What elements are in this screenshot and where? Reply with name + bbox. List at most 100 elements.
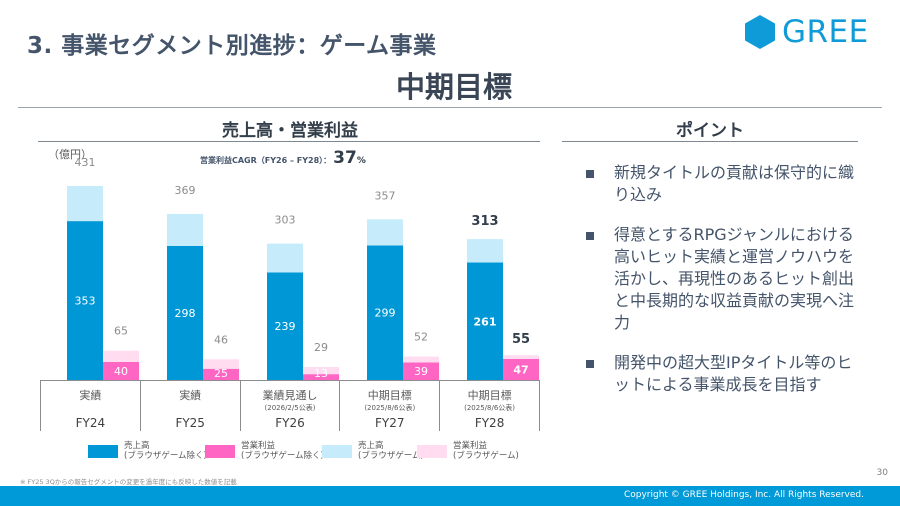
bar-profit-browser bbox=[403, 356, 439, 363]
chart-heading-rule bbox=[38, 141, 540, 142]
data-label-profit-total: 29 bbox=[314, 341, 328, 354]
slide-subtitle: 中期目標 bbox=[395, 70, 512, 104]
footer-bar: Copyright © GREE Holdings, Inc. All Righ… bbox=[0, 486, 900, 506]
bar-revenue-browser bbox=[67, 186, 103, 222]
bar-profit-core bbox=[503, 358, 539, 380]
data-label-revenue-total: 431 bbox=[75, 156, 96, 169]
data-label-revenue-core: 261 bbox=[474, 315, 497, 328]
data-label-profit-core: 47 bbox=[513, 363, 528, 376]
bar-profit-browser bbox=[503, 355, 539, 359]
x-category: 実績 FY24 bbox=[40, 381, 140, 431]
square-bullet-icon bbox=[586, 360, 594, 368]
gree-logo: GREE bbox=[744, 14, 869, 50]
cagr-value: 37 bbox=[333, 148, 357, 168]
data-label-profit-total: 46 bbox=[214, 333, 228, 346]
data-label-revenue-total: 369 bbox=[175, 184, 196, 197]
bar-profit-browser bbox=[203, 359, 239, 369]
logo-text: GREE bbox=[782, 13, 869, 50]
cagr-label: 営業利益CAGR（FY26 – FY28）： bbox=[200, 156, 332, 165]
data-label-profit-core: 39 bbox=[414, 365, 428, 378]
data-label-profit-core: 13 bbox=[314, 367, 328, 380]
period-label: 実績 bbox=[179, 389, 202, 402]
bar-profit-browser bbox=[303, 366, 339, 375]
legend-label: 営業利益 bbox=[241, 441, 276, 451]
legend-swatch bbox=[322, 444, 352, 458]
data-label-revenue-total: 303 bbox=[275, 214, 296, 227]
square-bullet-icon bbox=[586, 170, 594, 178]
page-number: 30 bbox=[876, 468, 888, 478]
bar-revenue-browser bbox=[467, 239, 503, 263]
unit-label: （億円） bbox=[48, 148, 92, 161]
bar-profit-core bbox=[203, 368, 239, 380]
data-label-revenue-core: 298 bbox=[175, 307, 196, 320]
period-label: 中期目標 bbox=[467, 389, 512, 402]
bar-revenue-core bbox=[367, 245, 403, 380]
bar-revenue-core bbox=[67, 221, 103, 380]
slide-title: 3. 事業セグメント別進捗：ゲーム事業 bbox=[27, 33, 437, 59]
fiscal-year: FY27 bbox=[375, 416, 405, 430]
legend-swatch bbox=[205, 444, 235, 458]
x-category: 中期目標 (2025/8/6公表) FY27 bbox=[339, 381, 439, 431]
data-label-profit-total: 55 bbox=[512, 332, 530, 347]
footnote: ※ FY25 3Qからの報告セグメントの変更を過年度にも反映した数値を記載 bbox=[20, 478, 237, 486]
legend-sublabel: (ブラウザゲーム除く) bbox=[241, 451, 324, 461]
legend-label: 売上高 bbox=[358, 441, 384, 451]
data-label-revenue-core: 353 bbox=[75, 295, 96, 308]
legend-label: 営業利益 bbox=[453, 441, 488, 451]
bar-revenue-core bbox=[167, 245, 203, 380]
copyright: Copyright © GREE Holdings, Inc. All Righ… bbox=[623, 490, 864, 500]
data-label-profit-total: 65 bbox=[114, 325, 128, 338]
legend-item: 営業利益 (ブラウザゲーム除く) bbox=[205, 441, 324, 461]
x-category: 実績 FY25 bbox=[139, 381, 240, 431]
points-heading-rule bbox=[562, 141, 858, 142]
legend-sublabel: (ブラウザゲーム) bbox=[358, 451, 424, 461]
x-axis-table: 実績 FY24 実績 FY25 業績見通し (2026/2/5公表) FY26 中期目標… bbox=[40, 380, 540, 431]
header-divider bbox=[18, 107, 882, 108]
data-label-profit-core: 40 bbox=[114, 365, 128, 378]
chart-heading: 売上高・営業利益 bbox=[222, 121, 358, 141]
period-label: 業績見通し bbox=[262, 389, 318, 402]
fiscal-year: FY28 bbox=[474, 416, 505, 430]
data-label-revenue-core: 299 bbox=[375, 307, 396, 320]
cagr-annotation: 営業利益CAGR（FY26 – FY28）： 37% bbox=[200, 148, 366, 168]
legend-swatch bbox=[417, 444, 447, 458]
fiscal-year: FY25 bbox=[175, 416, 205, 430]
point-text: 新規タイトルの貢献は保守的に織り込み bbox=[614, 163, 855, 204]
legend-item: 営業利益 (ブラウザゲーム) bbox=[417, 441, 519, 461]
bar-profit-core bbox=[403, 362, 439, 380]
period-note: (2026/2/5公表) bbox=[264, 404, 316, 412]
period-note: (2025/8/6公表) bbox=[364, 404, 416, 412]
period-note: (2025/8/6公表) bbox=[464, 404, 516, 412]
point-text: 開発中の超大型IPタイトル等のヒットによる事業成長を目指す bbox=[614, 353, 853, 394]
points-heading: ポイント bbox=[676, 121, 744, 141]
points-list: 新規タイトルの貢献は保守的に織り込み 得意とするRPGジャンルにおける高いヒット… bbox=[586, 162, 861, 414]
data-label-profit-core: 25 bbox=[214, 367, 228, 380]
fiscal-year: FY24 bbox=[75, 416, 106, 430]
bar-revenue-browser bbox=[367, 219, 403, 246]
bar-revenue-browser bbox=[167, 213, 203, 246]
hexagon-logo-icon bbox=[745, 15, 775, 49]
point-text: 得意とするRPGジャンルにおける高いヒット実績と運営ノウハウを活かし、再現性のあ… bbox=[614, 225, 855, 332]
fiscal-year: FY26 bbox=[275, 416, 305, 430]
bar-revenue-core bbox=[267, 272, 303, 380]
point-item: 得意とするRPGジャンルにおける高いヒット実績と運営ノウハウを活かし、再現性のあ… bbox=[586, 224, 861, 334]
period-label: 中期目標 bbox=[367, 389, 412, 402]
legend-item: 売上高 (ブラウザゲーム) bbox=[322, 441, 424, 461]
square-bullet-icon bbox=[586, 232, 594, 240]
legend-sublabel: (ブラウザゲーム除く) bbox=[124, 451, 207, 461]
bar-profit-core bbox=[303, 374, 339, 380]
legend-label: 売上高 bbox=[124, 441, 150, 451]
data-label-profit-total: 52 bbox=[414, 331, 428, 344]
bar-profit-core bbox=[103, 361, 139, 380]
x-category: 業績見通し (2026/2/5公表) FY26 bbox=[239, 381, 340, 431]
bar-revenue-browser bbox=[267, 243, 303, 273]
legend-item: 売上高 (ブラウザゲーム除く) bbox=[88, 441, 207, 461]
data-label-revenue-core: 239 bbox=[275, 320, 296, 333]
legend-swatch bbox=[88, 444, 118, 458]
point-item: 開発中の超大型IPタイトル等のヒットによる事業成長を目指す bbox=[586, 352, 861, 396]
point-item: 新規タイトルの貢献は保守的に織り込み bbox=[586, 162, 861, 206]
x-category: 中期目標 (2025/8/6公表) FY28 bbox=[439, 381, 540, 431]
legend-sublabel: (ブラウザゲーム) bbox=[453, 451, 519, 461]
bar-profit-browser bbox=[103, 350, 139, 362]
